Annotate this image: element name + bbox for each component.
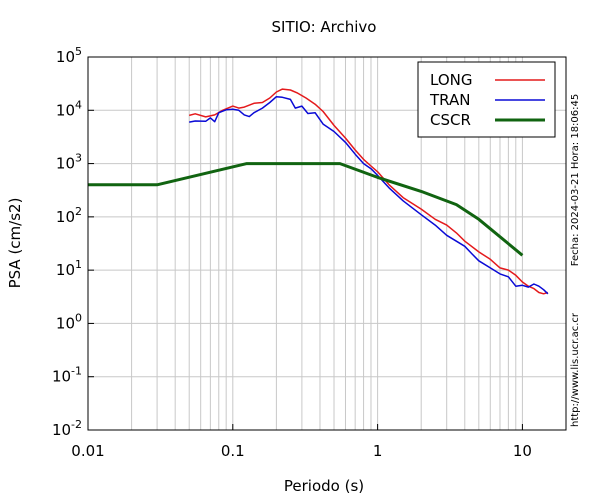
y-tick-label: 10-1 [52, 365, 82, 386]
x-tick-label: 1 [373, 442, 383, 460]
series-layer [88, 88, 549, 295]
date-stamp: Fecha: 2024-03-21 Hora: 18:06:45 [570, 94, 581, 267]
plot-frame [87, 56, 567, 431]
grid [87, 56, 567, 431]
legend: LONG TRAN CSCR [417, 61, 556, 138]
legend-label-cscr: CSCR [430, 111, 471, 129]
y-tick-label: 100 [56, 311, 82, 332]
axis-ticks: 0.01 0.1 1 10 10-2 10-1 100 101 102 103 104 105 [52, 45, 532, 460]
y-tick-label: 104 [56, 98, 82, 119]
series-line-long [189, 88, 549, 295]
x-axis-label: Periodo (s) [284, 477, 364, 495]
source-url: http://www.lis.ucr.ac.cr [570, 312, 581, 427]
y-tick-label: 103 [56, 152, 82, 173]
x-tick-label: 0.1 [221, 442, 245, 460]
series-line-tran [189, 95, 549, 295]
legend-label-long: LONG [430, 71, 472, 89]
y-tick-label: 10-2 [52, 418, 82, 439]
legend-label-tran: TRAN [429, 91, 470, 109]
y-tick-label: 101 [56, 258, 82, 279]
legend-entries: LONG TRAN CSCR [429, 71, 545, 129]
series-line-cscr [88, 162, 524, 257]
y-tick-label: 102 [56, 205, 82, 226]
x-tick-label: 0.01 [71, 442, 104, 460]
x-tick-label: 10 [513, 442, 532, 460]
chart-title: SITIO: Archivo [272, 18, 377, 36]
y-axis-label: PSA (cm/s2) [6, 198, 24, 289]
y-tick-label: 105 [56, 45, 82, 66]
